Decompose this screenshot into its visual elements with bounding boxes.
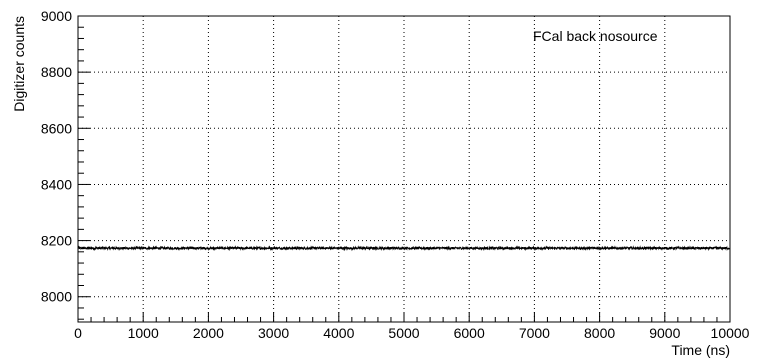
y-tick-label: 8400	[41, 176, 72, 192]
x-tick-label: 2000	[193, 325, 224, 341]
x-tick-label: 10000	[711, 325, 750, 341]
y-tick-label: 9000	[41, 8, 72, 24]
y-tick-label: 8800	[41, 64, 72, 80]
x-tick-label: 8000	[584, 325, 615, 341]
axis-ticks	[77, 15, 731, 322]
y-tick-label: 8600	[41, 120, 72, 136]
x-tick-label: 6000	[454, 325, 485, 341]
legend-text: FCal back nosource	[533, 28, 658, 44]
grid	[78, 16, 730, 322]
y-axis-title: Digitizer counts	[11, 16, 27, 112]
y-tick-label: 8000	[41, 289, 72, 305]
tick-labels: 0 1000 2000 3000 4000 5000 6000 7000 8000 9000 100…	[41, 8, 750, 341]
series-line	[77, 245, 731, 252]
x-tick-label: 7000	[519, 325, 550, 341]
x-tick-label: 4000	[323, 325, 354, 341]
y-tick-label: 8200	[41, 233, 72, 249]
x-tick-label: 5000	[388, 325, 419, 341]
x-tick-label: 3000	[258, 325, 289, 341]
x-axis-title: Time (ns)	[671, 342, 730, 358]
x-tick-label: 0	[74, 325, 82, 341]
series-layer	[77, 245, 731, 252]
x-tick-label: 1000	[128, 325, 159, 341]
x-tick-label: 9000	[649, 325, 680, 341]
